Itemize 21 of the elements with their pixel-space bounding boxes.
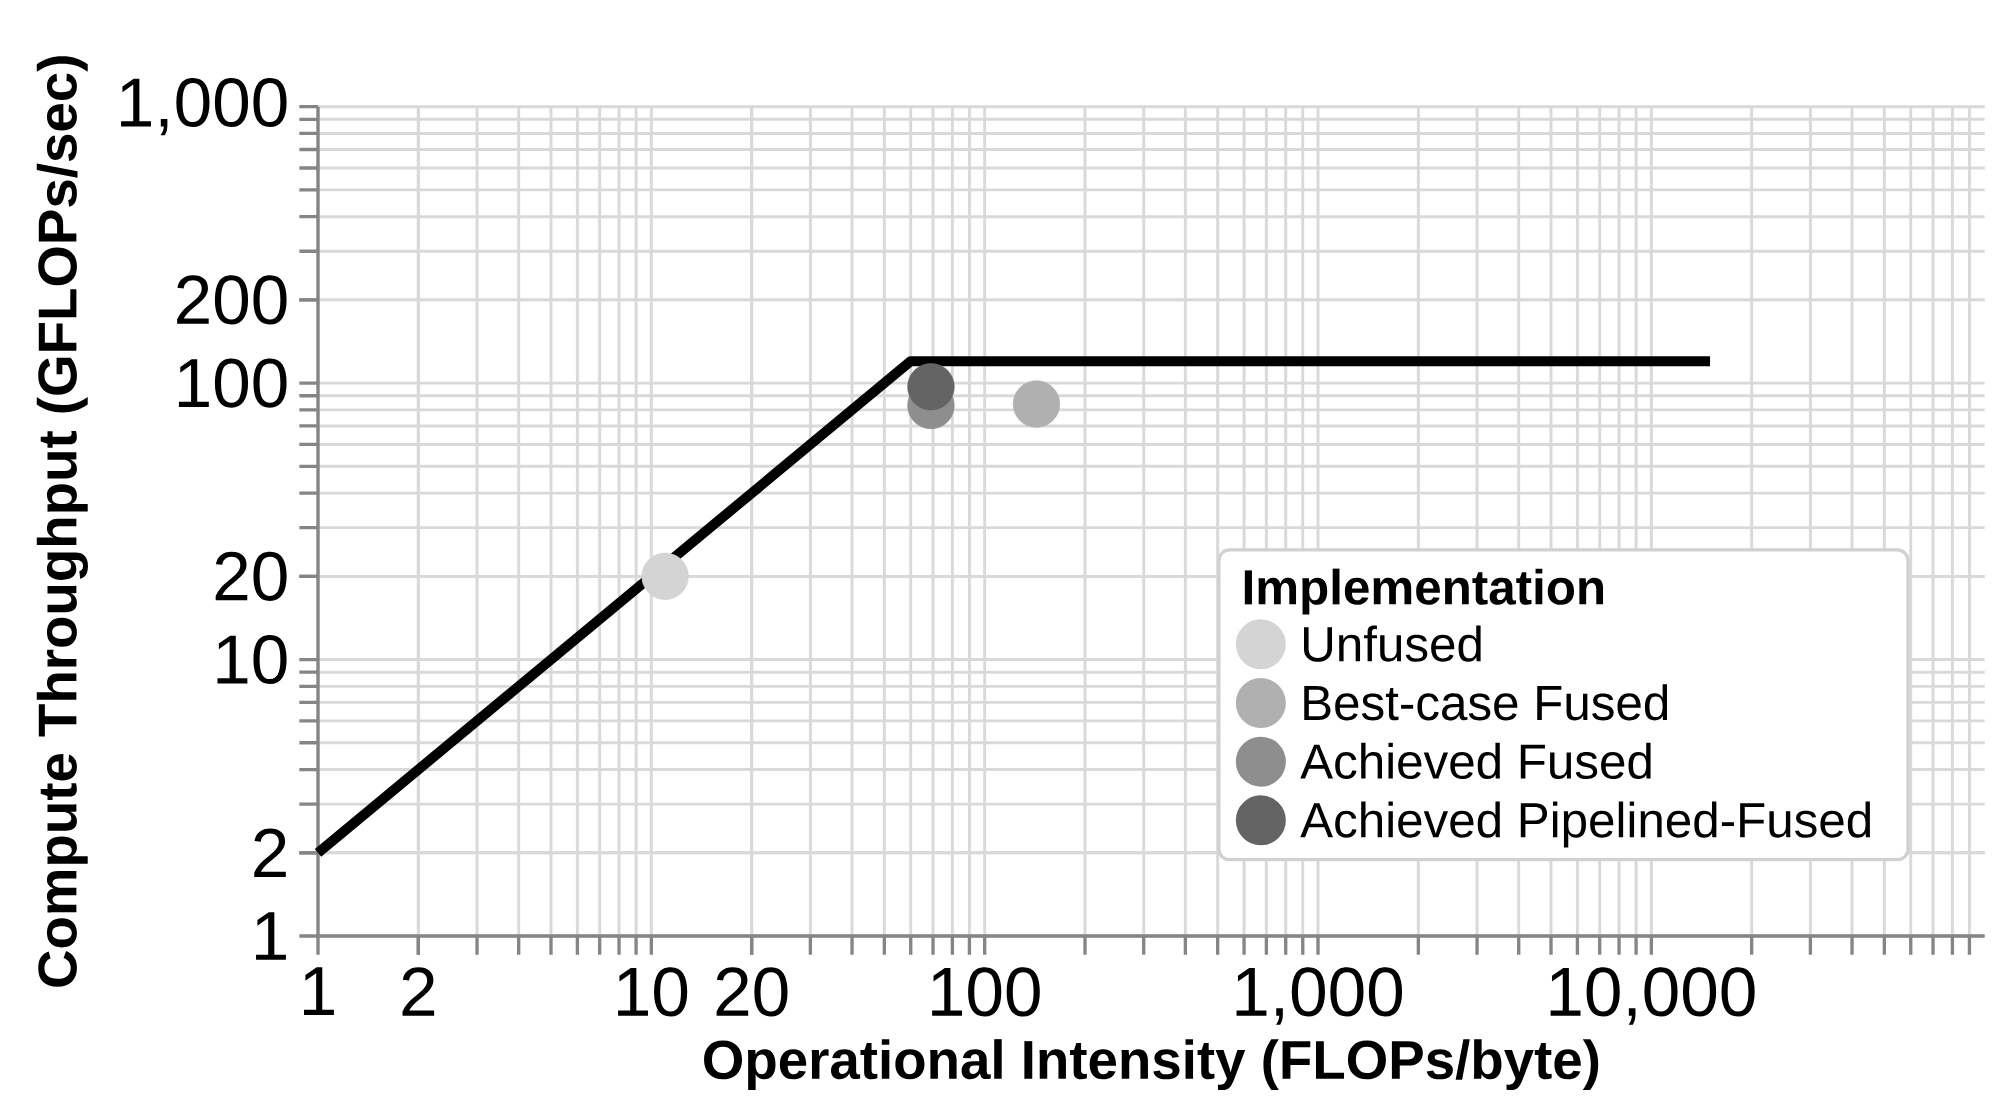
y-tick-label: 1,000 [121, 78, 287, 136]
legend-label: Achieved Pipelined-Fused [1300, 801, 1871, 848]
legend-label: Unfused [1304, 625, 1481, 662]
x-tick-label: 1 [304, 967, 334, 1016]
y-tick-label: 10 [217, 635, 287, 685]
y-tick-label: 1 [256, 912, 286, 960]
legend-title: Implementation [1244, 568, 1604, 615]
x-tick-label: 20 [716, 967, 788, 1017]
y-tick-label: 20 [215, 551, 287, 601]
x-tick-label: 10,000 [1550, 967, 1755, 1025]
x-tick-label: 1,000 [1236, 967, 1403, 1025]
y-tick-label: 200 [177, 275, 287, 325]
y-axis-title: Compute Throughput (GFLOPs/sec) [36, 56, 88, 987]
y-tick-label: 100 [178, 358, 287, 408]
x-tick-label: 2 [402, 967, 435, 1016]
legend-label: Best-case Fused [1304, 684, 1668, 721]
legend-label: Achieved Fused [1300, 742, 1651, 780]
x-axis-title: Operational Intensity (FLOPs/byte) [704, 1039, 1599, 1091]
x-tick-label: 10 [618, 967, 688, 1017]
y-tick-label: 2 [254, 828, 286, 877]
x-tick-label: 100 [932, 967, 1040, 1017]
